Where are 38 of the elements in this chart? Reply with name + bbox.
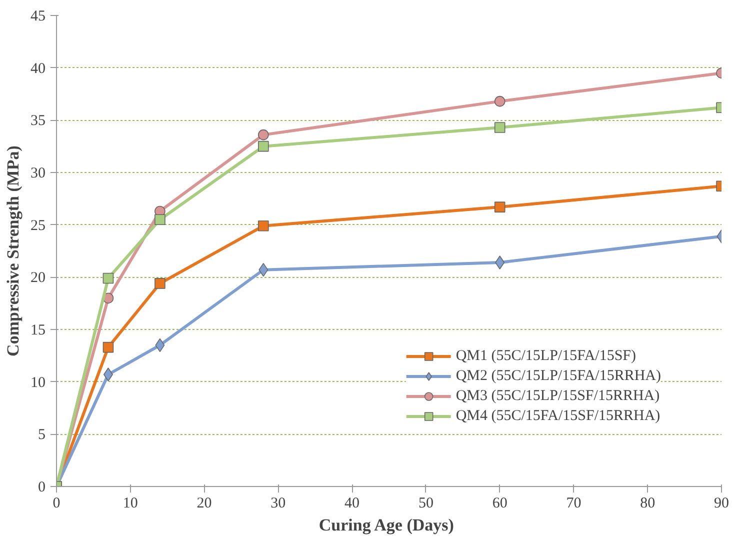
legend-label: QM2 (55C/15LP/15FA/15RRHA) xyxy=(456,368,661,384)
point xyxy=(102,342,114,353)
legend-label: QM1 (55C/15LP/15FA/15SF) xyxy=(456,348,636,364)
y-tick-label: 5 xyxy=(38,427,46,444)
x-tick-label: 50 xyxy=(418,496,434,512)
point xyxy=(495,256,505,270)
point xyxy=(494,122,506,133)
x-tick-label: 10 xyxy=(122,496,138,512)
x-tick-label: 60 xyxy=(492,496,508,512)
x-tick-label: 70 xyxy=(566,496,582,512)
y-tick-label: 45 xyxy=(30,8,46,24)
point xyxy=(258,129,269,140)
legend-label: QM4 (55C/15FA/15SF/15RRHA) xyxy=(456,408,660,424)
point xyxy=(154,278,166,289)
point xyxy=(494,202,506,212)
point xyxy=(102,272,114,284)
x-tick-label: 80 xyxy=(640,496,656,512)
x-tick-label: 40 xyxy=(344,496,360,512)
legend-label: QM3 (55C/15LP/15SF/15RRHA) xyxy=(456,388,660,404)
y-tick-label: 0 xyxy=(38,480,46,496)
x-axis-title: Curing Age (Days) xyxy=(318,516,454,534)
x-tick-label: 0 xyxy=(52,496,60,512)
y-axis-title: Compressive Strength (MPa) xyxy=(4,146,22,356)
point xyxy=(258,140,269,152)
point xyxy=(494,96,506,107)
point xyxy=(103,368,113,382)
y-tick-label: 15 xyxy=(30,322,46,338)
y-tick-label: 40 xyxy=(30,60,46,77)
point xyxy=(154,214,166,225)
y-tick-label: 35 xyxy=(30,113,46,130)
y-tick-label: 30 xyxy=(30,166,46,182)
x-tick-label: 90 xyxy=(714,496,729,512)
y-tick-label: 20 xyxy=(30,270,46,286)
point xyxy=(258,220,269,232)
y-tick-label: 10 xyxy=(30,374,46,391)
x-tick-label: 30 xyxy=(270,496,286,512)
y-tick-label: 25 xyxy=(30,218,46,234)
x-tick-label: 20 xyxy=(196,496,212,512)
